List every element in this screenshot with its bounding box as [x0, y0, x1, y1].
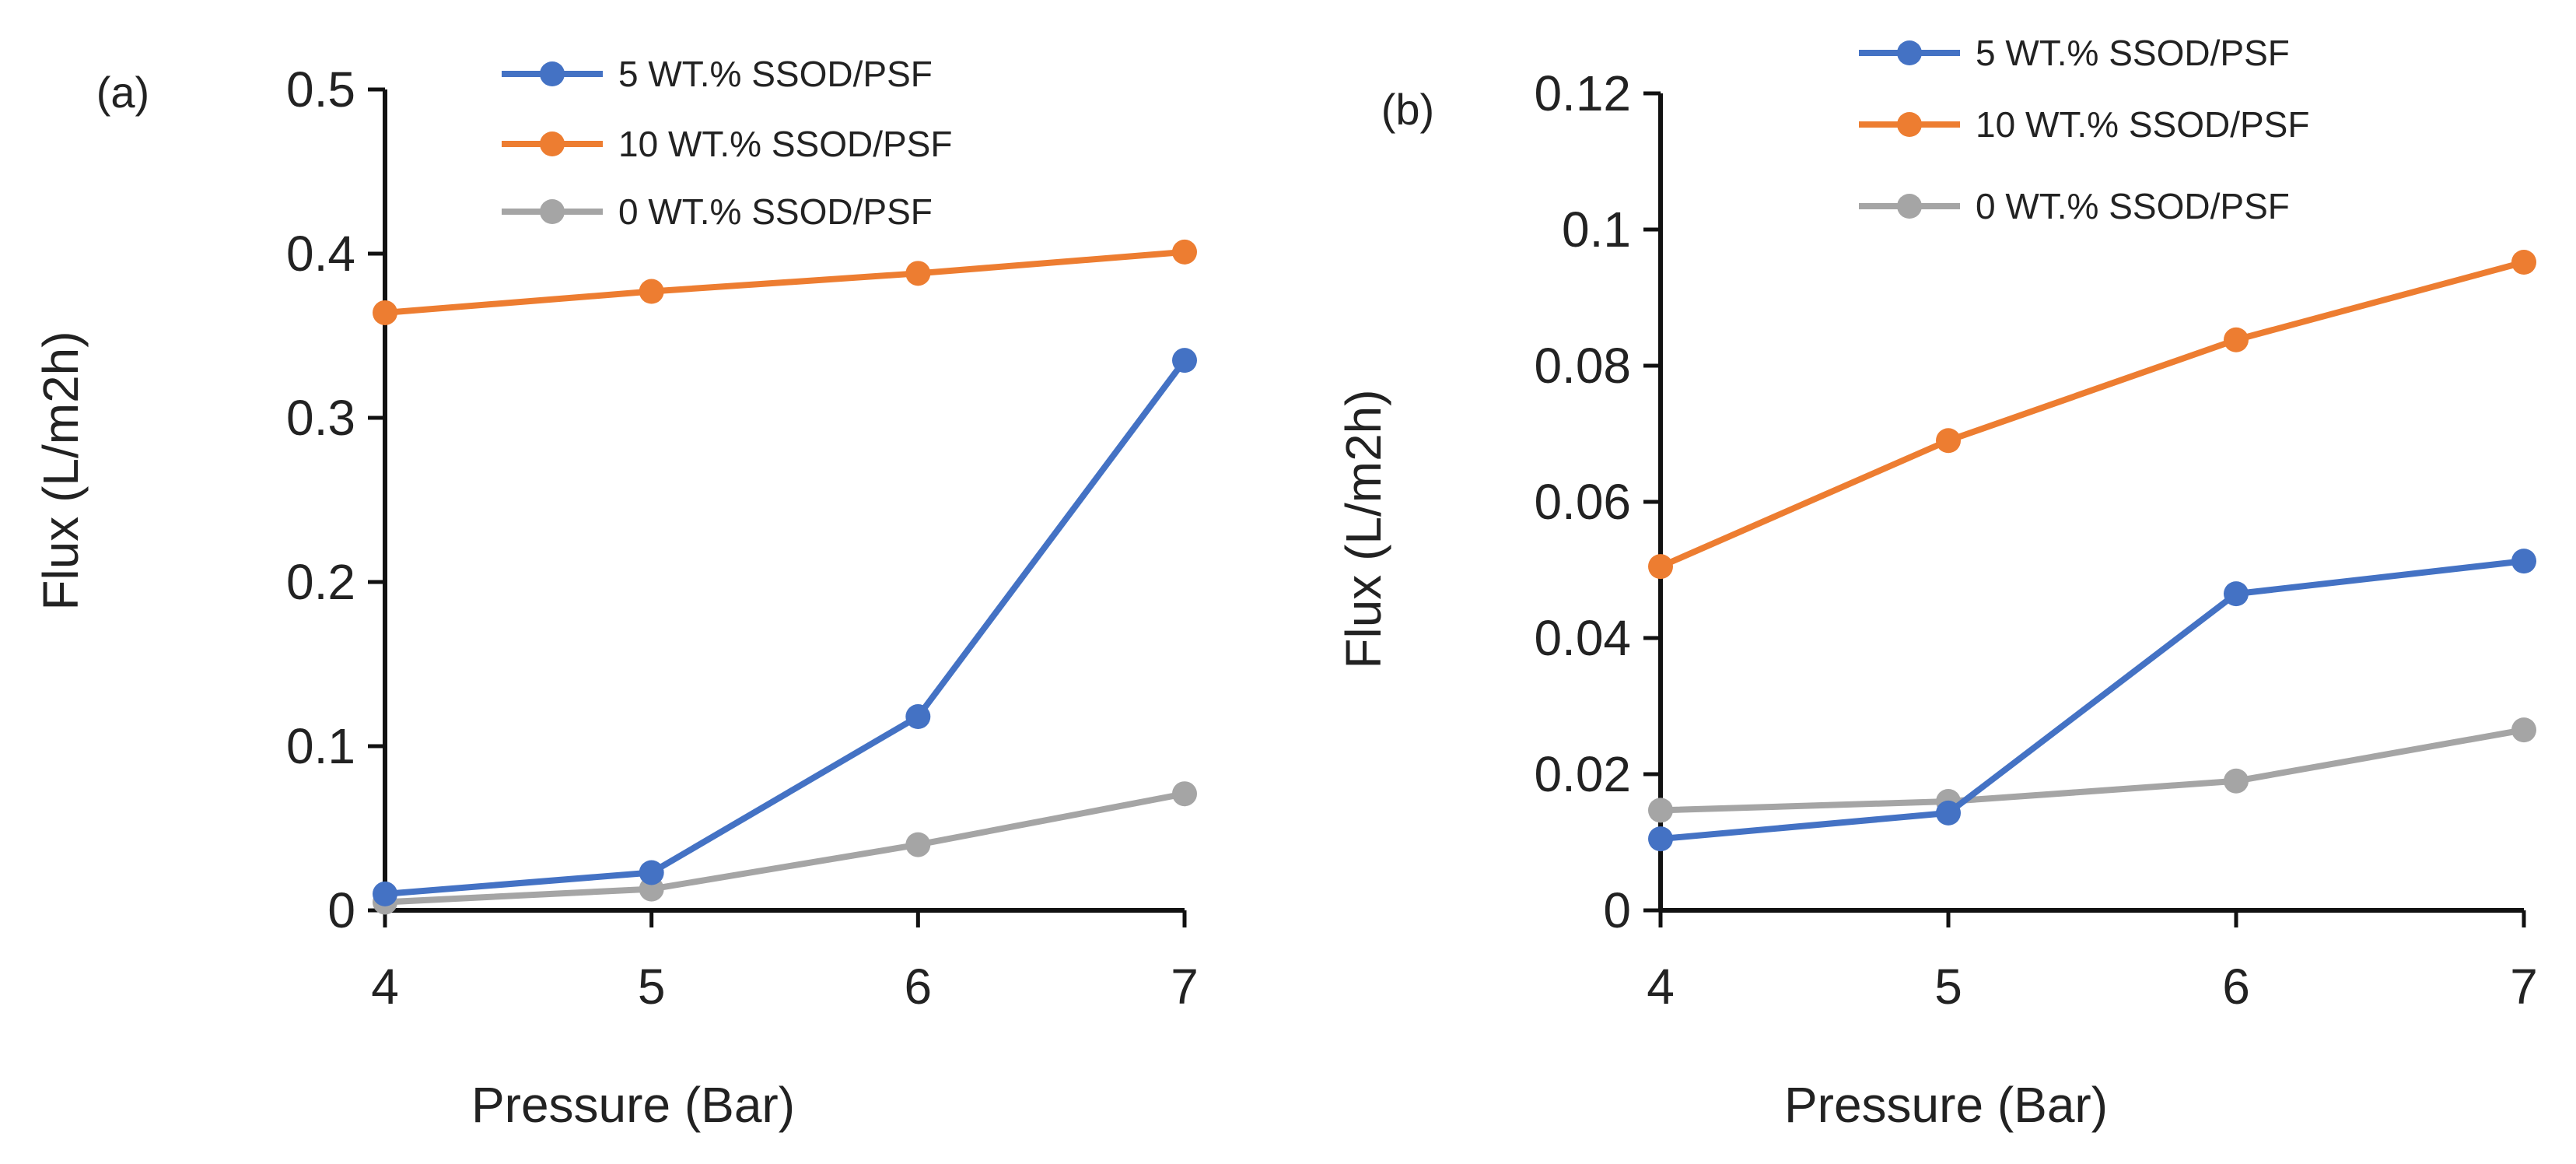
legend-label: 5 WT.% SSOD/PSF [618, 54, 933, 94]
data-point [2511, 549, 2536, 574]
x-tick-label: 6 [905, 959, 933, 1015]
panel-b-label: (b) [1381, 85, 1434, 134]
x-tick-label: 7 [1171, 959, 1199, 1015]
data-point [2224, 768, 2249, 794]
y-tick-label: 0.5 [286, 61, 355, 117]
legend-swatch-marker [540, 61, 565, 86]
panel-b-x-axis-title: Pressure (Bar) [1784, 1077, 2108, 1133]
panel-a-legend: 5 WT.% SSOD/PSF 10 WT.% SSOD/PSF 0 WT.% SS… [502, 54, 952, 232]
legend-swatch-marker [1897, 40, 1922, 65]
data-point [373, 300, 397, 325]
y-tick-label: 0.3 [286, 390, 355, 446]
data-point [1172, 781, 1197, 807]
series-line [1657, 727, 2527, 814]
x-tick-label: 5 [1934, 959, 1962, 1015]
x-tick-label: 5 [638, 959, 666, 1015]
legend-swatch-marker [540, 199, 565, 224]
data-point [639, 279, 664, 304]
y-tick-label: 0.08 [1534, 338, 1631, 394]
panel-a: (a) Flux (L/m2h) Pressure (Bar) 00.10.20… [33, 54, 1199, 1133]
panel-b-y-axis-title: Flux (L/m2h) [1335, 389, 1391, 668]
panel-a-x-axis-title: Pressure (Bar) [471, 1077, 795, 1133]
y-tick-label: 0.1 [1562, 202, 1631, 258]
data-point [1936, 428, 1961, 454]
panel-a-axes [383, 89, 1185, 913]
y-tick-label: 0.02 [1534, 746, 1631, 802]
x-tick-label: 4 [1647, 959, 1675, 1015]
data-point [2511, 250, 2536, 275]
panel-b-axes [1658, 93, 2524, 913]
legend-swatch-marker [540, 131, 565, 156]
panel-a-label: (a) [96, 68, 149, 117]
data-point [1172, 348, 1197, 373]
y-tick-label: 0.04 [1534, 610, 1631, 666]
series-line [382, 357, 1188, 897]
legend-swatch-marker [1897, 112, 1922, 137]
data-point [1172, 239, 1197, 265]
x-tick-label: 4 [371, 959, 399, 1015]
y-tick-label: 0.1 [286, 718, 355, 774]
panel-b: (b) Flux (L/m2h) Pressure (Bar) 0 0.02 0.0… [1335, 33, 2538, 1133]
panel-b-x-ticks: 4 5 6 7 [1647, 910, 2538, 1015]
x-tick-label: 7 [2510, 959, 2538, 1015]
legend-swatch-marker [1897, 194, 1922, 219]
panel-b-series [1648, 250, 2536, 852]
data-point [905, 704, 931, 730]
data-point [1648, 826, 1673, 852]
panel-a-x-ticks: 4 5 6 7 [371, 910, 1199, 1015]
series-line [382, 791, 1188, 906]
data-point [1648, 798, 1673, 823]
series-line [1657, 558, 2527, 843]
y-tick-label: 0.4 [286, 226, 355, 282]
legend-label: 5 WT.% SSOD/PSF [1976, 33, 2290, 73]
y-tick-label: 0 [1603, 882, 1631, 938]
series-line [382, 248, 1188, 316]
data-point [2511, 717, 2536, 743]
y-tick-label: 0 [327, 882, 355, 938]
data-point [905, 261, 931, 286]
legend-label: 0 WT.% SSOD/PSF [618, 191, 933, 232]
data-point [905, 832, 931, 857]
panel-a-y-axis-title: Flux (L/m2h) [33, 331, 89, 610]
data-point [1648, 554, 1673, 580]
data-point [639, 860, 664, 885]
data-point [1936, 800, 1961, 826]
legend-label: 0 WT.% SSOD/PSF [1976, 186, 2290, 226]
data-point [373, 881, 397, 906]
legend-label: 10 WT.% SSOD/PSF [618, 124, 952, 164]
x-tick-label: 6 [2222, 959, 2250, 1015]
panel-a-series [373, 239, 1197, 915]
y-tick-label: 0.2 [286, 554, 355, 610]
panel-b-y-ticks: 0 0.02 0.04 0.06 0.08 0.1 0.12 [1534, 65, 1661, 938]
panel-a-y-ticks: 0 0.1 0.2 0.3 0.4 0.5 [286, 61, 385, 938]
data-point [2224, 327, 2249, 352]
series-line [1657, 259, 2527, 570]
legend-label: 10 WT.% SSOD/PSF [1976, 104, 2309, 145]
data-point [2224, 581, 2249, 607]
y-tick-label: 0.06 [1534, 474, 1631, 530]
panel-b-legend: 5 WT.% SSOD/PSF 10 WT.% SSOD/PSF 0 WT.% SS… [1859, 33, 2309, 226]
y-tick-label: 0.12 [1534, 65, 1631, 121]
